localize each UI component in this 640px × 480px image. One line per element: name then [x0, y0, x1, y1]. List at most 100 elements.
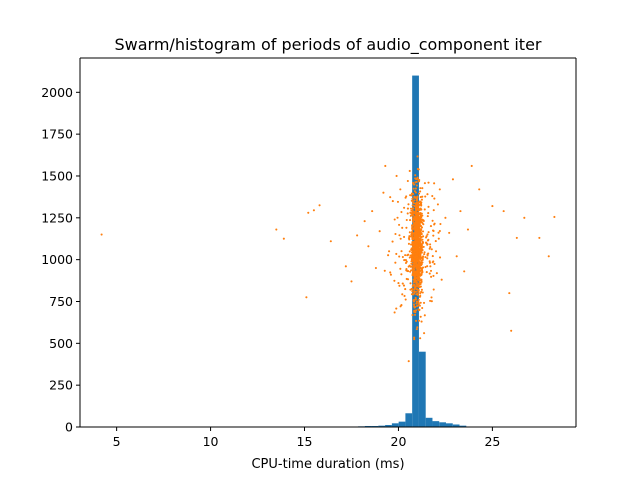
- swarm-point: [422, 235, 425, 238]
- swarm-point: [422, 255, 425, 258]
- swarm-point: [434, 240, 437, 243]
- swarm-point: [414, 249, 418, 252]
- swarm-point: [412, 264, 415, 267]
- y-tick-label: 750: [49, 294, 73, 309]
- swarm-point: [413, 268, 416, 271]
- swarm-point: [429, 225, 433, 228]
- swarm-point: [382, 191, 385, 194]
- swarm-point: [414, 174, 417, 177]
- swarm-point: [413, 232, 416, 235]
- swarm-point: [428, 272, 431, 275]
- swarm-point: [411, 285, 414, 288]
- swarm-point: [415, 231, 418, 234]
- swarm-point: [413, 306, 416, 309]
- swarm-point: [419, 196, 422, 199]
- swarm-point: [538, 236, 541, 239]
- swarm-point: [413, 183, 416, 186]
- swarm-point: [436, 203, 439, 206]
- swarm-point: [423, 208, 426, 211]
- swarm-point: [409, 235, 412, 238]
- swarm-point: [367, 245, 370, 248]
- swarm-point: [394, 232, 397, 236]
- swarm-point: [417, 262, 420, 265]
- swarm-point: [425, 271, 428, 274]
- swarm-point: [417, 232, 420, 235]
- swarm-point: [344, 265, 347, 268]
- swarm-point: [410, 248, 413, 251]
- histogram-bar: [452, 424, 460, 427]
- swarm-point: [371, 210, 374, 213]
- swarm-point: [419, 337, 422, 340]
- swarm-point: [403, 235, 406, 238]
- swarm-point: [400, 250, 403, 253]
- swarm-point: [411, 192, 414, 195]
- swarm-point: [439, 222, 442, 226]
- swarm-point: [413, 204, 416, 208]
- swarm-point: [418, 216, 421, 219]
- swarm-point: [424, 265, 427, 269]
- swarm-point: [416, 326, 419, 329]
- swarm-point: [411, 288, 414, 291]
- swarm-point: [432, 229, 435, 233]
- swarm-point: [502, 210, 505, 213]
- swarm-point: [415, 233, 418, 237]
- swarm-point: [406, 270, 409, 273]
- swarm-point: [410, 194, 413, 197]
- swarm-point: [415, 302, 418, 305]
- swarm-point: [394, 261, 397, 264]
- swarm-point: [438, 229, 441, 233]
- swarm-point: [433, 222, 436, 225]
- swarm-point: [420, 198, 423, 201]
- swarm-point: [396, 216, 399, 219]
- swarm-point: [419, 229, 423, 232]
- swarm-point: [411, 274, 414, 277]
- swarm-point: [440, 278, 443, 281]
- swarm-point: [418, 243, 421, 246]
- swarm-point: [415, 309, 418, 312]
- swarm-point: [420, 232, 423, 235]
- swarm-point: [430, 300, 433, 303]
- swarm-point: [432, 234, 435, 237]
- swarm-point: [437, 237, 440, 240]
- swarm-point: [423, 314, 426, 317]
- swarm-point: [410, 262, 413, 265]
- swarm-point: [459, 210, 462, 213]
- swarm-point: [414, 271, 417, 274]
- swarm-point: [418, 234, 421, 237]
- swarm-point: [417, 236, 420, 239]
- swarm-point: [432, 274, 435, 277]
- swarm-point: [414, 211, 417, 214]
- swarm-point: [422, 223, 425, 226]
- swarm-point: [416, 228, 419, 231]
- swarm-point: [448, 231, 451, 234]
- swarm-point: [417, 241, 421, 244]
- swarm-point: [417, 290, 420, 293]
- swarm-point: [418, 254, 421, 257]
- swarm-point: [411, 214, 414, 217]
- swarm-point: [410, 243, 413, 246]
- swarm-point: [393, 279, 396, 282]
- swarm-point: [401, 255, 404, 259]
- swarm-point: [415, 221, 418, 224]
- swarm-point: [384, 164, 387, 167]
- swarm-point: [100, 233, 103, 236]
- swarm-point: [409, 265, 413, 268]
- swarm-point: [415, 319, 418, 322]
- swarm-point: [427, 205, 430, 208]
- swarm-point: [415, 236, 418, 239]
- swarm-point: [413, 199, 416, 202]
- swarm-point: [438, 256, 442, 259]
- swarm-point: [553, 215, 556, 219]
- swarm-point: [423, 253, 426, 256]
- swarm-point: [406, 278, 410, 281]
- swarm-point: [429, 243, 432, 246]
- swarm-point: [437, 231, 440, 234]
- swarm-point: [413, 313, 417, 316]
- swarm-point: [422, 219, 425, 223]
- histogram-bar: [459, 425, 467, 427]
- swarm-point: [411, 260, 414, 263]
- swarm-point: [432, 260, 435, 263]
- swarm-point: [421, 187, 424, 190]
- swarm-point: [413, 196, 416, 199]
- swarm-point: [413, 222, 416, 225]
